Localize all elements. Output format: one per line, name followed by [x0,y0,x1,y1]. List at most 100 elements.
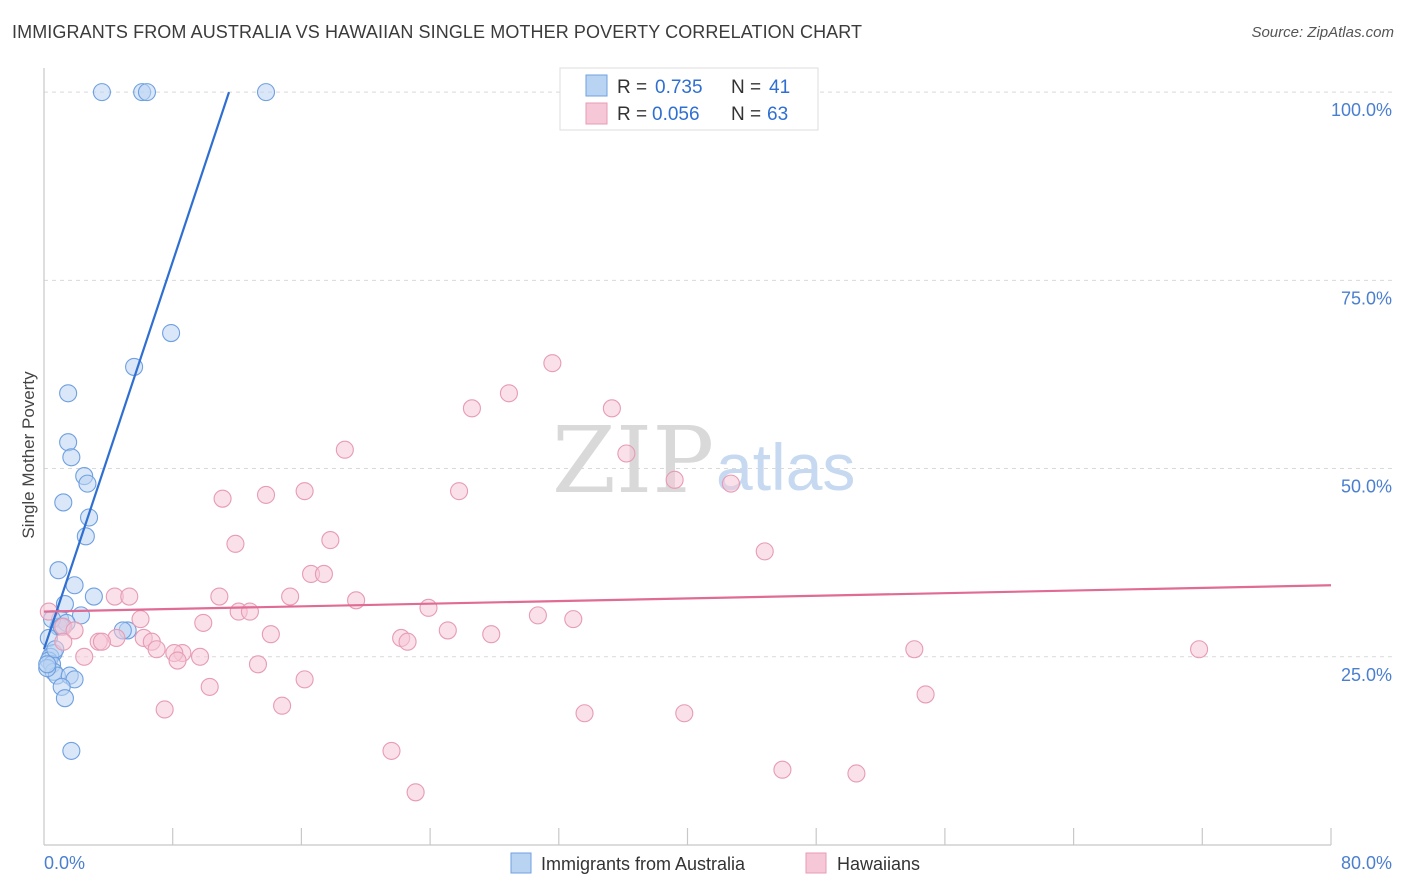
data-point-hawaiians-10 [213,489,232,508]
y-tick-label-75: 75.0% [1341,288,1392,308]
data-point-australia-10 [78,474,97,493]
data-point-hawaiians-47 [168,651,187,670]
data-point-hawaiians-6 [665,470,684,489]
data-point-hawaiians-31 [261,625,280,644]
data-point-australia-16 [84,587,103,606]
y-tick-label-100: 100.0% [1331,100,1392,120]
y-axis-label: Single Mother Poverty [19,371,38,539]
stats-legend-swatch-australia [585,74,608,97]
data-point-hawaiians-25 [528,606,547,625]
data-point-hawaiians-2 [462,399,481,418]
data-point-hawaiians-3 [602,399,621,418]
x-tick-label-min: 0.0% [44,853,85,873]
stats-legend-n-label-australia: N = [731,77,761,98]
data-point-hawaiians-52 [1190,640,1209,659]
data-point-hawaiians-11 [256,485,276,504]
data-point-hawaiians-51 [905,640,924,659]
data-point-hawaiians-58 [382,741,401,760]
stats-legend-n-value-hawaiians: 63 [767,104,788,125]
data-point-hawaiians-59 [773,760,792,779]
data-point-hawaiians-49 [295,670,314,689]
data-point-hawaiians-9 [450,482,469,501]
data-point-hawaiians-13 [321,531,340,550]
data-point-hawaiians-53 [916,685,935,704]
chart-source: Source: ZipAtlas.com [1251,24,1394,41]
data-point-hawaiians-16 [314,564,333,584]
bottom-legend: Immigrants from Australia Hawaiians [510,852,920,874]
stats-legend-r-label-australia: R = [617,77,647,98]
data-point-australia-15 [65,576,84,595]
x-tick-label-max: 80.0% [1341,853,1392,873]
data-point-hawaiians-5 [617,444,636,463]
y-tick-labels: 25.0% 50.0% 75.0% 100.0% [1331,100,1392,685]
data-point-hawaiians-28 [194,613,213,632]
data-point-hawaiians-7 [721,474,740,493]
data-point-australia-11 [54,493,73,512]
data-point-hawaiians-48 [248,655,268,674]
data-point-hawaiians-20 [281,587,300,606]
bottom-legend-swatch-hawaiians [805,852,827,874]
data-point-australia-34 [62,741,81,760]
data-point-australia-0 [92,83,111,102]
data-point-hawaiians-27 [131,610,150,629]
data-point-australia-2 [137,83,157,102]
points-layer [38,83,1209,802]
data-point-hawaiians-55 [273,696,292,715]
data-point-hawaiians-32 [438,621,457,640]
axes-layer [43,68,1332,846]
trend-layer [42,91,1332,650]
data-point-hawaiians-41 [54,632,73,651]
data-point-hawaiians-33 [482,625,501,644]
data-point-australia-3 [256,83,276,102]
data-point-hawaiians-39 [92,632,111,651]
data-point-hawaiians-46 [75,647,94,666]
data-point-australia-14 [49,561,68,580]
data-point-australia-8 [62,448,81,467]
bottom-legend-label-australia: Immigrants from Australia [541,854,746,874]
data-point-australia-6 [59,384,78,403]
data-point-hawaiians-30 [65,621,84,640]
trend-line-australia [42,91,231,650]
data-point-hawaiians-60 [847,764,866,783]
data-point-australia-7 [59,433,78,452]
data-point-australia-12 [79,508,99,527]
data-point-hawaiians-54 [155,700,174,719]
data-point-hawaiians-22 [419,598,438,617]
data-point-australia-40 [38,655,57,674]
trend-line-hawaiians [43,584,1332,613]
data-point-hawaiians-19 [210,587,229,606]
data-point-hawaiians-35 [398,632,417,651]
data-point-hawaiians-8 [295,482,314,501]
watermark-zip: ZIP [552,407,714,514]
data-point-australia-13 [76,527,95,546]
data-point-hawaiians-24 [240,602,259,621]
data-point-hawaiians-0 [543,354,562,373]
data-point-hawaiians-1 [499,384,518,403]
data-point-hawaiians-45 [190,647,210,666]
bottom-legend-label-hawaiians: Hawaiians [837,854,920,874]
stats-legend: R = 0.735 N = 41 R = 0.056 N = 63 [559,67,819,131]
data-point-australia-33 [55,689,74,708]
stats-legend-r-value-australia: 0.735 [655,77,703,98]
chart-title: IMMIGRANTS FROM AUSTRALIA VS HAWAIIAN SI… [12,22,863,42]
stats-legend-r-value-hawaiians: 0.056 [652,104,700,125]
stats-legend-r-label-hawaiians: R = [617,104,647,125]
data-point-hawaiians-4 [335,440,354,459]
stats-legend-n-value-australia: 41 [769,77,790,98]
bottom-legend-swatch-australia [510,852,532,874]
stats-legend-swatch-hawaiians [585,102,608,125]
data-point-hawaiians-50 [200,677,219,696]
watermark-atlas: atlas [716,430,855,504]
data-point-hawaiians-14 [755,542,774,561]
stats-legend-n-label-hawaiians: N = [731,104,761,125]
y-tick-label-50: 50.0% [1341,477,1392,497]
data-point-hawaiians-61 [406,783,425,802]
data-point-hawaiians-26 [564,610,583,629]
grid-layer [44,91,1392,658]
data-point-hawaiians-12 [226,534,245,553]
data-point-hawaiians-57 [675,704,694,723]
y-tick-label-25: 25.0% [1341,665,1392,685]
data-point-hawaiians-42 [147,640,166,659]
data-point-hawaiians-18 [120,587,139,606]
